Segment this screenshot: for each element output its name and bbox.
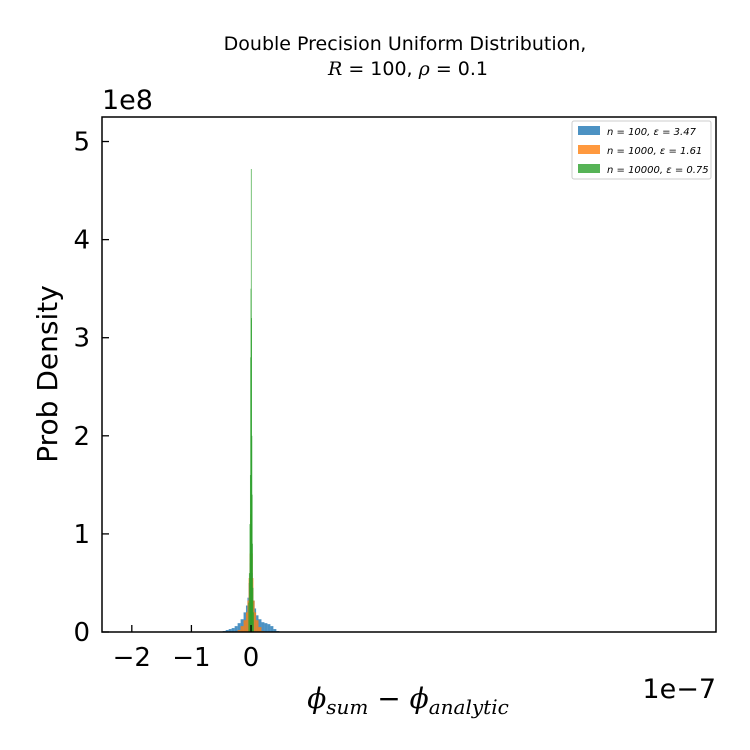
y-axis-ticks: 0 1 2 3 4 5 — [73, 128, 109, 648]
legend-box — [571, 120, 712, 180]
x-tick-label: −1 — [172, 643, 210, 673]
x-axis-label: ϕsum − ϕanalytic — [307, 682, 509, 719]
histogram-bar — [258, 627, 262, 632]
histogram-bar — [270, 626, 274, 632]
y-tick-label: 4 — [73, 226, 90, 256]
y-offset-label: 1e8 — [102, 85, 153, 116]
histogram-bar — [256, 620, 259, 632]
histogram-bar — [267, 624, 271, 632]
histogram-bar — [234, 626, 238, 632]
histogram-bar — [258, 619, 262, 632]
y-tick-label: 2 — [73, 422, 90, 452]
y-tick-label: 5 — [73, 128, 90, 158]
histogram-bar — [237, 630, 241, 632]
x-tick-label: 0 — [243, 643, 260, 673]
histogram-bar — [245, 612, 248, 632]
legend-label: n = 10000, ε = 0.75 — [607, 165, 709, 176]
chart-title-line1: Double Precision Uniform Distribution, — [224, 33, 587, 55]
histogram-bar — [247, 600, 249, 632]
x-offset-label: 1e−7 — [642, 674, 716, 705]
x-axis-ticks: −2 −1 0 — [113, 625, 260, 673]
series-3 — [248, 168, 254, 632]
histogram-bar — [228, 629, 232, 632]
histogram-bar — [273, 629, 277, 632]
legend-label: n = 100, ε = 3.47 — [607, 127, 697, 138]
histogram-bar — [248, 602, 250, 632]
histogram-bar — [254, 612, 257, 632]
legend-swatch — [578, 126, 600, 135]
legend-label: n = 1000, ε = 1.61 — [607, 146, 702, 157]
histogram-bar — [243, 620, 246, 632]
histogram-bar — [240, 619, 244, 632]
histogram-bar — [237, 623, 241, 632]
y-axis-label: Prob Density — [31, 285, 64, 463]
plot-frame — [101, 116, 717, 633]
x-tick-label: −2 — [113, 643, 151, 673]
legend-swatch — [578, 164, 600, 173]
y-tick-label: 1 — [73, 520, 90, 550]
legend-swatch — [578, 145, 600, 154]
legend: n = 100, ε = 3.47 n = 1000, ε = 1.61 n = 1… — [571, 120, 712, 180]
histogram-bar — [240, 626, 244, 632]
histogram-bar — [231, 628, 235, 632]
histogram-bar — [248, 573, 250, 632]
histogram-bar — [261, 622, 265, 632]
y-tick-label: 3 — [73, 324, 90, 354]
y-tick-label: 0 — [73, 618, 90, 648]
histogram-bar — [253, 612, 254, 632]
histogram-bar — [249, 524, 251, 632]
histogram-bar — [253, 600, 255, 632]
histogram-bar — [264, 623, 268, 632]
histogram-bar — [225, 630, 229, 632]
bars-layer — [222, 168, 280, 632]
histogram-bar — [252, 543, 253, 632]
chart-title-line2: R = 100, ρ = 0.1 — [327, 58, 488, 80]
histogram-bar — [252, 587, 254, 632]
